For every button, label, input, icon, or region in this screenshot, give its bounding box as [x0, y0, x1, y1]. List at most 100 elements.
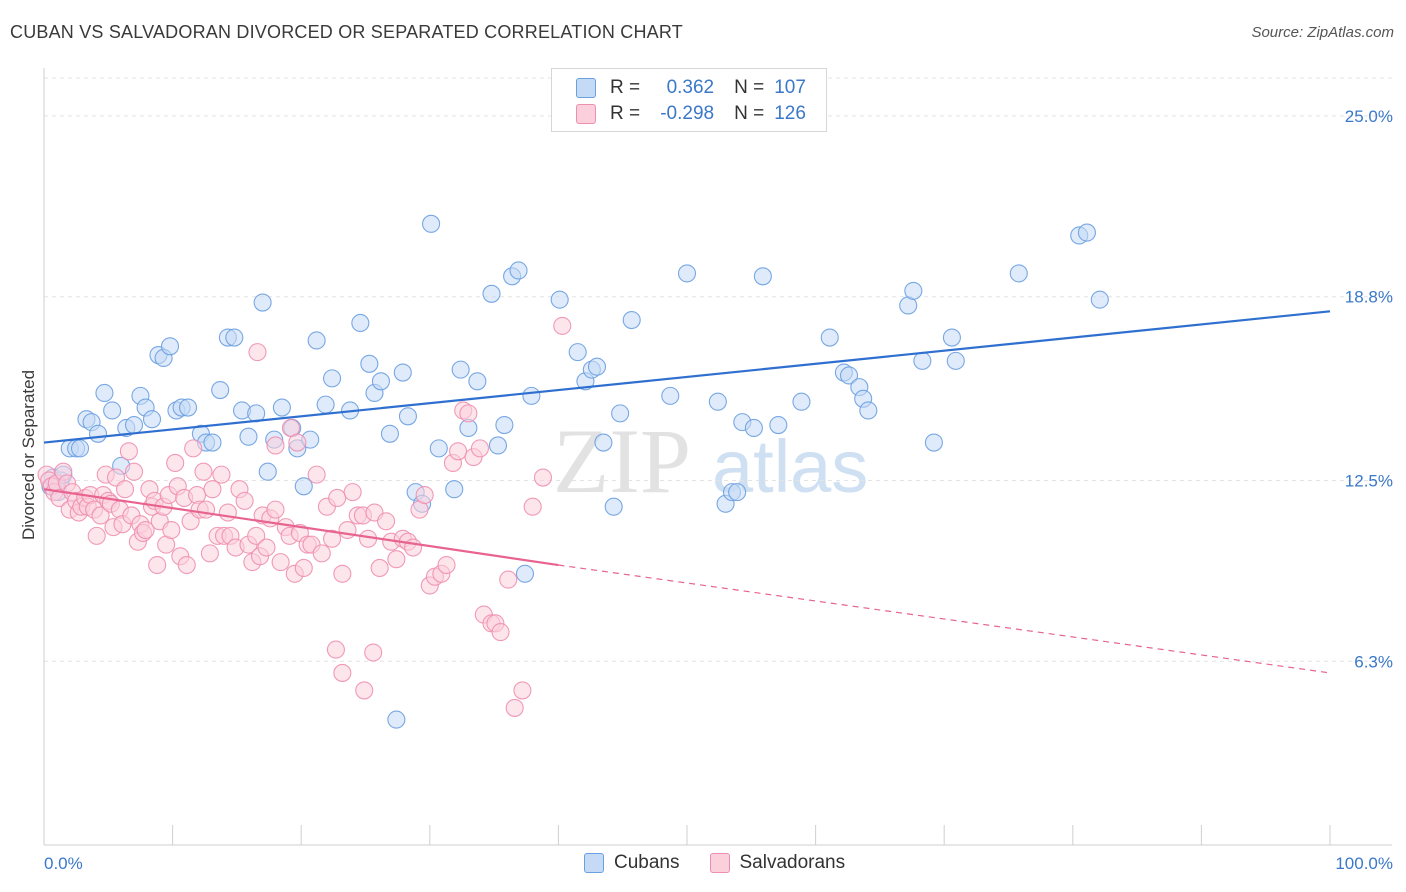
cubans-point [203, 433, 222, 452]
legend-swatch-salvadorans [576, 104, 596, 124]
bottom-legend-label: Salvadorans [739, 852, 846, 873]
cubans-point [451, 360, 470, 379]
salvadorans-point [218, 503, 237, 522]
salvadorans-point [248, 343, 267, 362]
salvadorans-point [87, 526, 106, 545]
cubans-point [677, 264, 697, 283]
source-label: Source: ZipAtlas.com [1251, 24, 1394, 41]
salvadorans-point [194, 462, 213, 481]
legend-r-label: R = [610, 103, 641, 124]
salvadorans-point [294, 558, 313, 577]
cubans-point [160, 337, 180, 356]
y-axis-label: Divorced or Separated [19, 370, 38, 540]
salvadorans-point [323, 529, 342, 548]
legend-n-label: N = [734, 77, 765, 98]
salvadorans-point [523, 497, 542, 516]
salvadorans-point [513, 681, 532, 700]
salvadorans-point [533, 468, 553, 487]
cubans-point [744, 418, 763, 438]
legend-n-label: N = [734, 103, 765, 124]
cubans-point [550, 290, 569, 309]
cubans-point [103, 401, 122, 420]
cubans-point [393, 363, 412, 382]
cubans-point [509, 261, 528, 280]
cubans-point [239, 427, 258, 446]
legend-row-cubans: R = 0.362 N = 107 [576, 76, 806, 100]
legend-r-label: R = [610, 77, 641, 98]
cubans-point [495, 415, 514, 435]
salvadorans-point [499, 570, 518, 589]
x-tick-label: 100.0% [1335, 854, 1393, 873]
cubans-point [445, 480, 464, 499]
salvadorans-point [162, 520, 181, 540]
salvadorans-point [200, 544, 219, 563]
y-tick-label: 12.5% [1345, 471, 1393, 490]
cubans-point [307, 331, 326, 350]
legend-row-salvadorans: R = -0.298 N = 126 [576, 102, 806, 126]
cubans-point [380, 424, 399, 443]
cubans-point [70, 439, 90, 458]
cubans-point [769, 415, 788, 435]
cubans-point [604, 497, 623, 516]
cubans-point [942, 328, 961, 347]
bottom-legend-swatch-salvadorans [709, 853, 730, 873]
axes [43, 68, 1392, 846]
salvadorans-point [148, 555, 167, 575]
bottom-legend-label: Cubans [614, 852, 680, 873]
salvadorans-point [459, 404, 478, 423]
salvadorans-point [338, 520, 357, 540]
salvadorans-point [266, 436, 285, 455]
salvadorans-point [364, 643, 383, 662]
cubans-point [294, 477, 313, 496]
cubans-point [468, 372, 487, 391]
salvadorans-point [370, 558, 389, 577]
salvadorans-point [166, 453, 185, 473]
cubans-point [820, 328, 839, 347]
salvadorans-point [288, 433, 307, 452]
cubans-point [568, 343, 587, 362]
salvadorans-point [312, 544, 331, 563]
salvadorans-point [196, 500, 216, 519]
cubans-point [792, 392, 811, 411]
salvadorans-point [553, 316, 572, 335]
salvadorans-point [387, 550, 406, 569]
salvadorans-point [91, 506, 110, 525]
cubans-point [360, 354, 379, 373]
bottom-legend-cubans: Cubans [584, 852, 680, 874]
salvadorans-point [235, 491, 254, 510]
cubans-point [587, 357, 607, 376]
legend-swatch-cubans [576, 78, 596, 98]
legend-r-value: -0.298 [660, 103, 715, 124]
cubans-point [594, 433, 613, 452]
cubans-point [178, 398, 198, 417]
salvadorans-point [326, 640, 345, 659]
salvadorans-point [247, 526, 266, 545]
salvadorans-point [491, 623, 510, 642]
cubans-point [95, 383, 114, 403]
y-tick-label: 25.0% [1345, 107, 1393, 126]
salvadorans-point [124, 462, 144, 481]
cubans-point [522, 386, 541, 405]
watermark: ZIP atlas [553, 410, 868, 512]
cubans-point [728, 483, 747, 502]
salvadorans-point [449, 442, 468, 461]
salvadorans-point [505, 698, 524, 717]
salvadorans-point [119, 442, 138, 461]
bottom-legend-salvadorans: Salvadorans [709, 852, 846, 874]
salvadorans-point [343, 483, 362, 502]
cubans-point [422, 214, 441, 233]
salvadorans-point [415, 485, 434, 505]
salvadorans-point [266, 500, 285, 519]
legend-r-value: 0.362 [666, 77, 715, 98]
cubans-point [661, 386, 680, 405]
tick-labels: 6.3% 12.5% 18.8% 25.0% 0.0% 100.0% [44, 107, 1393, 873]
salvadorans-point [184, 439, 203, 458]
y-tick-label: 18.8% [1345, 288, 1393, 307]
salvadorans-point [377, 512, 396, 531]
cubans-point [1077, 223, 1096, 242]
salvadorans-point [333, 663, 352, 682]
cubans-point [946, 351, 965, 370]
cubans-point [211, 380, 230, 400]
cubans-point [622, 311, 641, 330]
